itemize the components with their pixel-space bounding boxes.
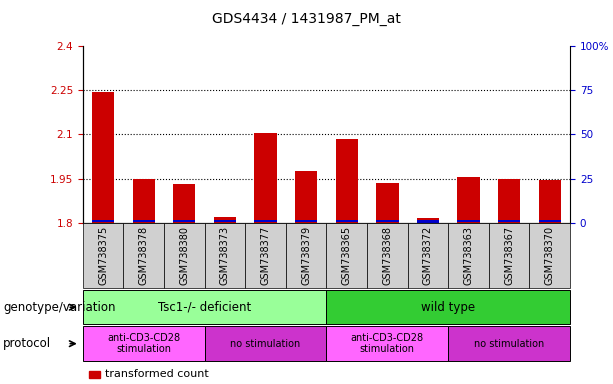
- Text: GSM738372: GSM738372: [423, 226, 433, 285]
- Text: Tsc1-/- deficient: Tsc1-/- deficient: [158, 301, 251, 314]
- Bar: [173, 184, 196, 223]
- Bar: [457, 177, 480, 223]
- Bar: [254, 220, 276, 222]
- Text: GSM738380: GSM738380: [179, 226, 189, 285]
- Bar: [295, 171, 318, 223]
- Text: GDS4434 / 1431987_PM_at: GDS4434 / 1431987_PM_at: [212, 12, 401, 25]
- Bar: [214, 220, 236, 222]
- Bar: [376, 183, 398, 223]
- Text: GSM738370: GSM738370: [545, 226, 555, 285]
- Bar: [498, 220, 520, 222]
- Text: GSM738365: GSM738365: [341, 226, 352, 285]
- Text: transformed count: transformed count: [105, 369, 208, 379]
- Bar: [173, 220, 196, 222]
- Bar: [417, 218, 439, 223]
- Bar: [417, 220, 439, 223]
- Bar: [132, 179, 155, 223]
- Text: protocol: protocol: [3, 337, 51, 350]
- Text: anti-CD3-CD28
stimulation: anti-CD3-CD28 stimulation: [351, 333, 424, 354]
- Text: GSM738367: GSM738367: [504, 226, 514, 285]
- Bar: [335, 220, 358, 222]
- Text: GSM738363: GSM738363: [463, 226, 474, 285]
- Bar: [376, 220, 398, 222]
- Text: wild type: wild type: [421, 301, 475, 314]
- Bar: [539, 220, 561, 222]
- Text: GSM738379: GSM738379: [301, 226, 311, 285]
- Bar: [92, 220, 114, 222]
- Text: no stimulation: no stimulation: [230, 339, 300, 349]
- Bar: [498, 179, 520, 223]
- Text: no stimulation: no stimulation: [474, 339, 544, 349]
- Bar: [539, 180, 561, 223]
- Text: GSM738375: GSM738375: [98, 226, 108, 285]
- Bar: [335, 139, 358, 223]
- Bar: [132, 220, 155, 222]
- Text: GSM738373: GSM738373: [220, 226, 230, 285]
- Text: genotype/variation: genotype/variation: [3, 301, 116, 314]
- Text: anti-CD3-CD28
stimulation: anti-CD3-CD28 stimulation: [107, 333, 180, 354]
- Bar: [254, 133, 276, 223]
- Bar: [92, 92, 114, 223]
- Text: GSM738368: GSM738368: [383, 226, 392, 285]
- Text: GSM738377: GSM738377: [261, 226, 270, 285]
- Bar: [214, 217, 236, 223]
- Bar: [457, 220, 480, 222]
- Text: GSM738378: GSM738378: [139, 226, 149, 285]
- Bar: [295, 220, 318, 222]
